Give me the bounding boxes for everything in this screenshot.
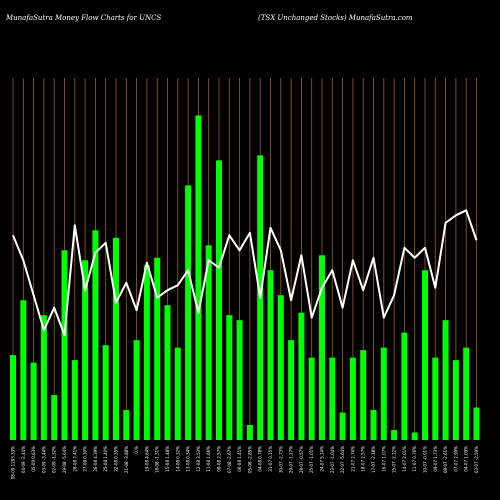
x-tick-label: 30-07 -2.73% xyxy=(278,446,283,473)
x-tick-label: 28-08 7.41% xyxy=(72,446,77,472)
x-tick-label: 12-08 3.53% xyxy=(196,446,201,472)
x-tick-label: 19-08 4.64% xyxy=(144,446,149,472)
money-flow-bar xyxy=(411,432,418,440)
money-flow-bar xyxy=(339,412,346,440)
chart-title-left: MunafaSutra Money Flow Charts for UNCS xyxy=(5,14,161,22)
x-tick-label: 14-08 0.32% xyxy=(175,446,180,472)
x-tick-label: 21-07 2.74% xyxy=(350,446,355,472)
money-flow-bar xyxy=(442,320,449,440)
x-tick-label: 25-07 -1.01% xyxy=(309,446,314,473)
x-tick-label: 04-07 1.09% xyxy=(464,446,469,472)
money-flow-bar xyxy=(195,115,202,440)
x-tick-label: 14-07 2.01% xyxy=(402,446,407,472)
money-flow-bar xyxy=(185,185,192,440)
x-tick-label: 05-09 0.63% xyxy=(31,446,36,472)
money-flow-bar xyxy=(360,350,367,440)
money-flow-bar xyxy=(20,300,27,440)
money-flow-bar xyxy=(82,260,89,440)
money-flow-bar xyxy=(102,345,109,440)
x-tick-label: 21-08 -3.88% xyxy=(124,446,129,473)
x-tick-label: 25-08 1.40% xyxy=(103,446,108,472)
x-tick-label: 31-07 0.15% xyxy=(268,446,273,472)
x-tick-label: 26-08 4.39% xyxy=(93,446,98,472)
x-tick-label: 07-07 2.99% xyxy=(453,446,458,472)
x-tick-label: 23-07 -1.04% xyxy=(330,446,335,473)
money-flow-bar xyxy=(452,360,459,440)
x-tick-label: 18-07 2.57% xyxy=(361,446,366,472)
money-flow-bar xyxy=(236,320,243,440)
x-tick-label: 16-07 1.07% xyxy=(381,446,386,472)
money-flow-bar xyxy=(61,250,68,440)
x-tick-label: 18-08 -1.31% xyxy=(155,446,160,473)
money-flow-bar xyxy=(267,270,274,440)
x-tick-label: 13-08 0.34% xyxy=(186,446,191,472)
money-flow-bar xyxy=(380,347,387,440)
money-flow-bar xyxy=(288,340,295,440)
x-tick-label: 08-09 1293.33% xyxy=(11,446,16,479)
x-tick-label: 08-07 -2.61% xyxy=(443,446,448,473)
x-tick-label: 05-08 -2.85% xyxy=(247,446,252,473)
money-flow-bar xyxy=(113,237,119,440)
x-tick-label: 28-07 -0.57% xyxy=(299,446,304,473)
money-flow-bar xyxy=(401,332,408,440)
money-flow-bar xyxy=(71,360,78,440)
money-flow-bar xyxy=(154,257,161,440)
x-tick-label: 22-08 0.35% xyxy=(114,446,119,472)
money-flow-bar xyxy=(10,355,16,440)
x-axis-labels: 08-09 1293.33% 04-09 -2.44% 05-09 0.63% 03-… xyxy=(11,446,480,479)
money-flow-bar xyxy=(92,230,99,440)
x-tick-label: 06-08 1.41% xyxy=(237,446,242,472)
x-tick-label: 27-08 0.30% xyxy=(83,446,88,472)
money-flow-bar xyxy=(277,295,284,440)
x-tick-label: 24-07 5.14% xyxy=(320,446,325,472)
money-flow-bar xyxy=(473,407,480,440)
money-flow-bar xyxy=(51,395,58,440)
x-tick-label: 15-08 1.48% xyxy=(165,446,170,472)
money-flow-bar xyxy=(174,347,181,440)
money-flow-bar xyxy=(205,245,212,440)
x-tick-label: 17-07 -2.18% xyxy=(371,446,376,473)
money-flow-bar xyxy=(246,425,253,440)
chart-title-right: (TSX Unchanged Stocks) MunafaSutra.com xyxy=(258,14,413,22)
money-flow-bar xyxy=(123,410,130,440)
price-line-series xyxy=(12,209,478,337)
x-tick-label: 15-07 -2.12% xyxy=(392,446,397,473)
x-tick-label: 03-07 -2.59% xyxy=(474,446,479,473)
money-flow-bar xyxy=(30,362,37,440)
x-tick-label: 09-07 1.73% xyxy=(433,446,438,472)
money-flow-bar xyxy=(422,270,428,440)
money-flow-bar xyxy=(370,410,377,440)
x-tick-label: 29-08 -5.64% xyxy=(62,446,67,473)
x-tick-label: 04-09 -2.44% xyxy=(21,446,26,473)
money-flow-bar xyxy=(216,160,222,440)
money-flow-bar xyxy=(40,315,47,440)
money-flow-bar xyxy=(143,265,150,440)
price-line xyxy=(12,209,478,337)
money-flow-bar xyxy=(298,312,305,440)
money-flow-bar xyxy=(164,305,171,440)
money-flow-bars xyxy=(10,115,480,440)
x-tick-label: 02-09 -1.32% xyxy=(52,446,57,473)
x-tick-label: 10-07 -0.01% xyxy=(423,446,428,473)
x-tick-label: 11-07 0.76% xyxy=(412,446,417,472)
x-tick-label: 08-08 2.57% xyxy=(217,446,222,472)
x-tick-label: 04-08 0.78% xyxy=(258,446,263,472)
x-tick-label: 11-08 1.66% xyxy=(206,446,211,472)
money-flow-bar xyxy=(133,340,140,440)
x-tick-label: 22-07 -5.64% xyxy=(340,446,345,473)
x-tick-label: 0.% xyxy=(134,446,139,454)
money-flow-bar xyxy=(432,357,439,440)
money-flow-bar xyxy=(308,357,315,440)
x-tick-label: 07-08 -2.67% xyxy=(227,446,232,473)
money-flow-bar xyxy=(391,430,398,440)
money-flow-bar xyxy=(463,347,470,440)
money-flow-bar xyxy=(329,357,336,440)
money-flow-bar xyxy=(226,315,233,440)
money-flow-bar xyxy=(349,357,356,440)
x-tick-label: 29-07 -1.27% xyxy=(289,446,294,473)
x-tick-label: 03-09 -3.44% xyxy=(41,446,46,473)
money-flow-bar xyxy=(319,255,325,440)
